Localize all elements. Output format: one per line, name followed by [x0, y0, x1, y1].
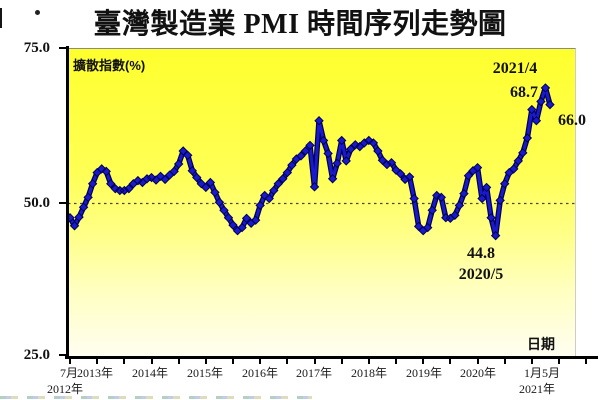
x-tick-mark	[96, 358, 99, 364]
y-axis-line	[66, 46, 69, 358]
x-tick-mark	[558, 358, 561, 364]
x-tick-label: 1月5月	[523, 366, 561, 380]
y-tick-mark	[59, 354, 67, 356]
annotation-label: 44.8	[467, 245, 495, 262]
y-tick-label: 75.0	[23, 40, 50, 56]
y-tick-label: 25.0	[23, 347, 50, 363]
x-tick-label: 2018年	[350, 366, 388, 380]
x-axis-title: 日期	[527, 338, 555, 353]
bullet-icon	[35, 10, 40, 15]
y-tick-mark	[59, 202, 67, 204]
bottom-edge-artifact	[0, 396, 312, 399]
x-tick-label: 2020年	[459, 366, 497, 380]
annotation-label: 2021/4	[492, 60, 538, 77]
pmi-line-series	[68, 83, 575, 241]
series-line-edge	[68, 85, 553, 239]
x-tick-mark	[367, 358, 370, 364]
annotation-label: 66.0	[558, 112, 586, 129]
y-axis-title: 擴散指數(%)	[73, 58, 146, 73]
x-tick-mark	[150, 358, 153, 364]
annotation-label: 2020/5	[458, 266, 504, 283]
x-tick-label: 7月	[59, 366, 79, 380]
x-tick-mark	[177, 358, 180, 364]
x-tick-label: 2014年	[131, 366, 169, 380]
x-tick-mark	[530, 358, 533, 364]
x-tick-label: 2012年	[46, 382, 84, 396]
x-tick-label: 2021年	[518, 382, 556, 396]
x-tick-mark	[123, 358, 126, 364]
x-tick-mark	[232, 358, 234, 364]
plot-area: 擴散指數(%)	[68, 48, 576, 358]
x-tick-mark	[585, 358, 588, 364]
x-tick-mark	[503, 358, 506, 364]
y-tick-mark	[59, 47, 67, 49]
left-edge-artifact	[0, 8, 2, 28]
x-tick-mark	[69, 358, 71, 364]
x-tick-mark	[286, 358, 289, 364]
series-markers	[68, 83, 555, 241]
x-tick-mark	[204, 358, 207, 364]
chart-title: 臺灣製造業 PMI 時間序列走勢圖	[93, 9, 507, 40]
x-tick-label: 2017年	[295, 366, 333, 380]
x-tick-mark	[395, 358, 397, 364]
x-axis-line	[65, 356, 598, 359]
x-tick-mark	[476, 358, 479, 364]
annotation-label: 68.7	[510, 84, 538, 101]
x-tick-mark	[259, 358, 262, 364]
x-tick-mark	[449, 358, 452, 364]
x-tick-label: 2015年	[186, 366, 224, 380]
x-tick-label: 2013年	[76, 366, 114, 380]
y-tick-label: 50.0	[23, 195, 50, 211]
x-tick-label: 2016年	[241, 366, 279, 380]
x-tick-label: 2019年	[405, 366, 443, 380]
x-tick-mark	[313, 358, 316, 364]
x-tick-mark	[340, 358, 343, 364]
x-tick-mark	[422, 358, 425, 364]
